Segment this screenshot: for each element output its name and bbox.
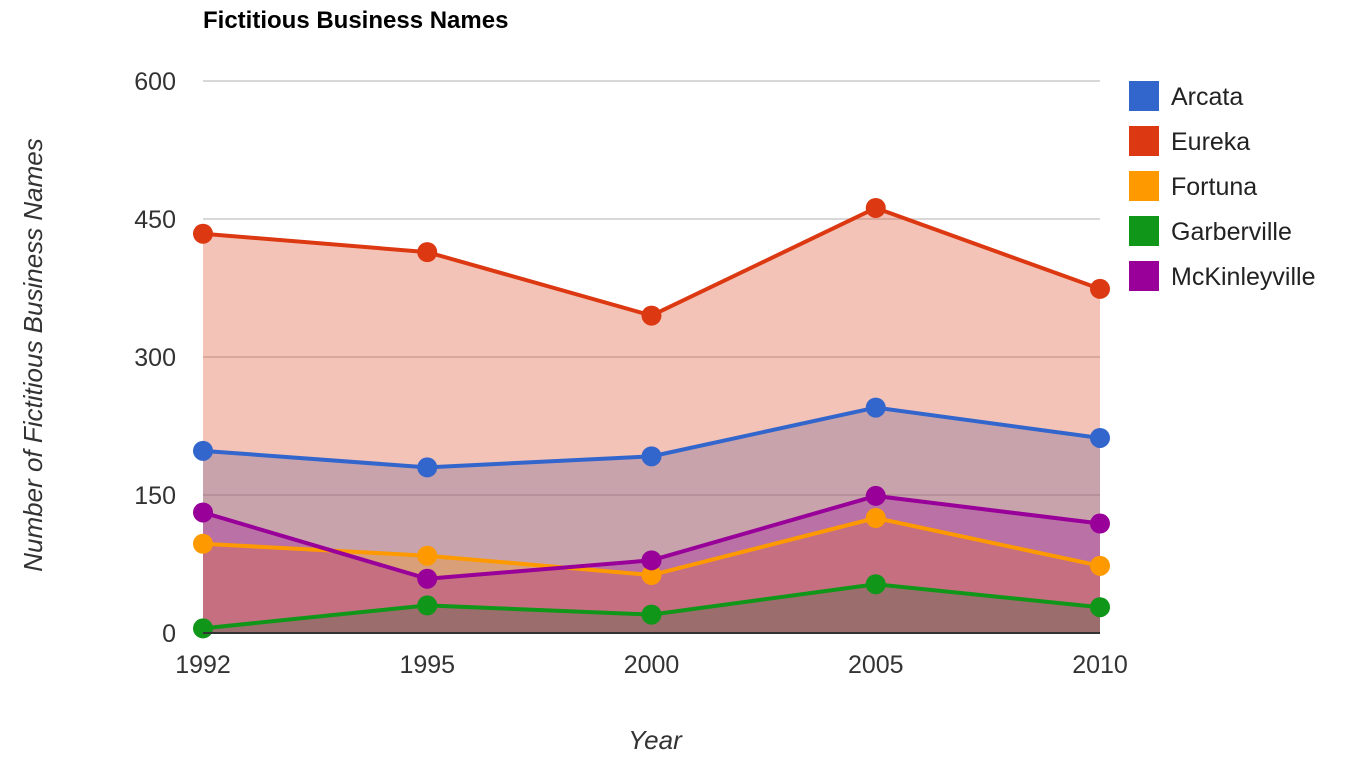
point-garberville[interactable] — [193, 618, 213, 639]
point-fortuna[interactable] — [417, 545, 438, 566]
point-eureka[interactable] — [417, 242, 438, 263]
x-tick-label: 2005 — [848, 651, 904, 679]
point-arcata[interactable] — [417, 457, 438, 478]
point-mckinleyville[interactable] — [193, 502, 213, 523]
chart-title: Fictitious Business Names — [203, 7, 508, 34]
point-garberville[interactable] — [417, 595, 438, 616]
point-garberville[interactable] — [1090, 597, 1110, 618]
point-eureka[interactable] — [1090, 278, 1110, 299]
y-tick-label: 300 — [134, 344, 176, 372]
point-garberville[interactable] — [641, 604, 662, 625]
legend-swatch — [1129, 171, 1159, 201]
legend: Arcata Eureka Fortuna Garberville McKinleyvi… — [1129, 81, 1315, 291]
legend-label: Eureka — [1171, 128, 1250, 156]
legend-swatch — [1129, 126, 1159, 156]
y-axis-title: Number of Fictitious Business Names — [18, 138, 48, 571]
point-eureka[interactable] — [865, 197, 886, 218]
y-tick-label: 0 — [162, 620, 176, 648]
point-mckinleyville[interactable] — [865, 485, 886, 506]
x-tick-label: 1992 — [175, 651, 231, 679]
legend-label: McKinleyville — [1171, 263, 1315, 291]
axes: 0 150 300 450 600 1992 1995 2000 2005 2010 — [134, 68, 1128, 679]
point-mckinleyville[interactable] — [1090, 513, 1110, 534]
point-arcata[interactable] — [1090, 427, 1110, 448]
legend-swatch — [1129, 261, 1159, 291]
point-arcata[interactable] — [641, 446, 662, 467]
point-mckinleyville[interactable] — [641, 550, 662, 571]
x-tick-label: 1995 — [399, 651, 455, 679]
y-tick-label: 450 — [134, 206, 176, 234]
y-tick-label: 600 — [134, 68, 176, 96]
point-fortuna[interactable] — [641, 565, 662, 586]
point-fortuna[interactable] — [1090, 555, 1110, 576]
point-arcata[interactable] — [193, 440, 213, 461]
point-fortuna[interactable] — [865, 508, 886, 528]
point-garberville[interactable] — [865, 574, 886, 595]
legend-label: Arcata — [1171, 83, 1243, 111]
point-mckinleyville[interactable] — [417, 568, 438, 589]
x-axis-title: Year — [628, 725, 683, 755]
y-tick-label: 150 — [134, 482, 176, 510]
series-points — [193, 197, 1110, 639]
x-tick-label: 2010 — [1072, 651, 1128, 679]
gridlines — [203, 80, 1100, 496]
x-tick-label: 2000 — [624, 651, 680, 679]
point-eureka[interactable] — [193, 223, 213, 244]
legend-swatch — [1129, 81, 1159, 111]
area-garberville — [203, 584, 1100, 633]
legend-label: Fortuna — [1171, 173, 1257, 201]
legend-swatch — [1129, 216, 1159, 246]
point-fortuna[interactable] — [193, 533, 213, 554]
point-eureka[interactable] — [641, 305, 662, 326]
legend-label: Garberville — [1171, 218, 1292, 246]
point-arcata[interactable] — [865, 397, 886, 418]
